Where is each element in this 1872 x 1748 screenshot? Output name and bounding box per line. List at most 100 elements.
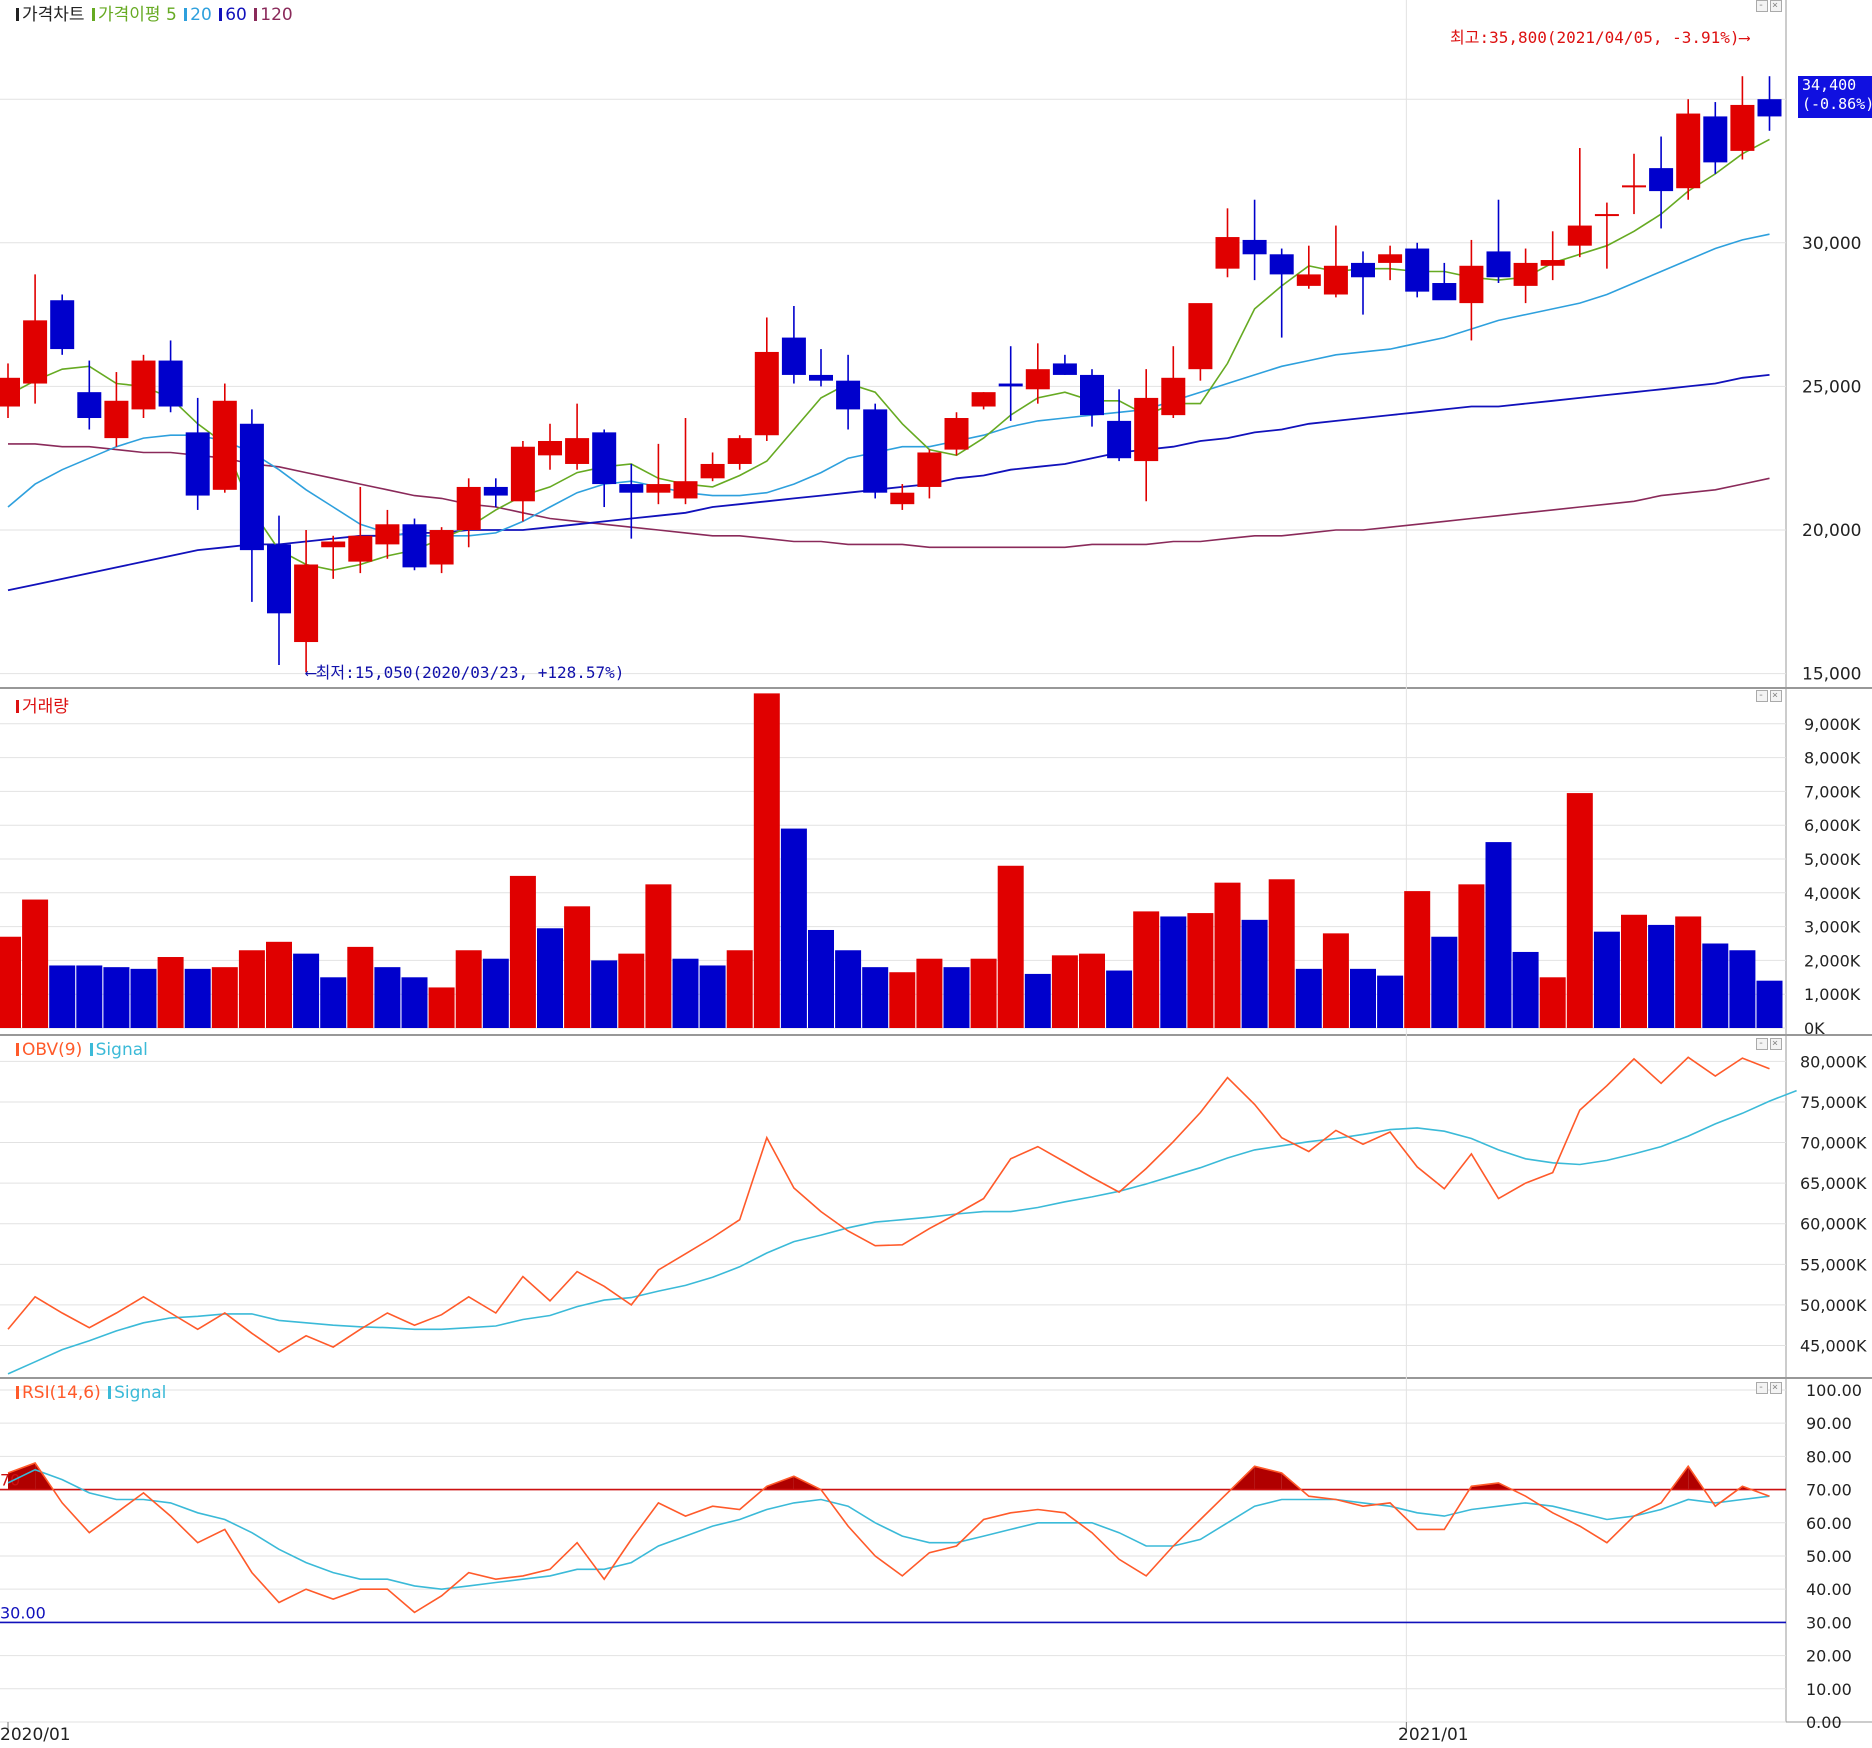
volume-panel-controls[interactable]: - × (1754, 690, 1782, 702)
ma60-line (7, 374, 1770, 592)
rsi-tick-label: 40.00 (1806, 1580, 1852, 1599)
volume-bar (1160, 916, 1187, 1028)
candle-body (917, 452, 942, 487)
volume-bar (1702, 943, 1729, 1028)
volume-bar (1756, 980, 1783, 1028)
candle-body (998, 383, 1023, 387)
legend-marker-icon (16, 700, 19, 713)
candle-body (971, 392, 996, 407)
obv-tick-label: 60,000K (1800, 1215, 1867, 1234)
candle-body (863, 409, 888, 493)
volume-bar (482, 958, 509, 1028)
volume-bar (1648, 924, 1675, 1028)
volume-bar (1729, 950, 1756, 1028)
minimize-icon[interactable]: - (1756, 690, 1768, 702)
candle-body (1080, 374, 1104, 416)
close-icon[interactable]: × (1770, 0, 1782, 12)
candle-body (1269, 254, 1294, 275)
price-legend-title: 가격차트 (22, 5, 85, 25)
candle-body (267, 544, 291, 614)
volume-bar (1106, 970, 1133, 1028)
obv-tick-label: 70,000K (1800, 1134, 1867, 1153)
candle-body (375, 524, 400, 545)
minimize-icon[interactable]: - (1756, 0, 1768, 12)
rsi-legend: RSI(14,6) Signal (14, 1383, 166, 1403)
volume-bar (1133, 911, 1160, 1028)
legend-marker-icon (219, 8, 223, 21)
high-annotation: 최고:35,800(2021/04/05, -3.91%)⟶ (1450, 28, 1750, 47)
volume-bar (1350, 968, 1376, 1028)
date-label-2021-01: 2021/01 (1398, 1725, 1469, 1745)
volume-bar (320, 977, 347, 1028)
ma5-line (7, 138, 1770, 572)
volume-tick-label: 0K (1804, 1019, 1825, 1038)
volume-bar (1214, 882, 1241, 1028)
rsi-panel-controls[interactable]: - × (1754, 1382, 1782, 1394)
candle-body (1215, 237, 1240, 269)
volume-tick-label: 3,000K (1804, 918, 1861, 937)
volume-bar (726, 950, 753, 1028)
candle-body (1107, 420, 1132, 459)
candle-body (1242, 239, 1267, 255)
close-icon[interactable]: × (1770, 690, 1782, 702)
volume-bar (753, 693, 780, 1028)
legend-marker-icon (16, 1043, 19, 1056)
candle-body (1432, 283, 1457, 301)
volume-bar (916, 958, 943, 1028)
obv-tick-label: 50,000K (1800, 1296, 1867, 1315)
obv-tick-label: 75,000K (1800, 1093, 1867, 1112)
price-tick-label: 15,000 (1802, 665, 1861, 685)
rsi-tick-label: 0.00 (1806, 1713, 1842, 1732)
volume-bar (1593, 931, 1620, 1028)
rsi-legend-label: RSI(14,6) (22, 1383, 101, 1403)
candle-body (781, 337, 806, 375)
legend-marker-icon (89, 1043, 93, 1056)
candle-body (727, 438, 752, 464)
volume-bar (1322, 933, 1349, 1028)
volume-bar (1051, 955, 1078, 1028)
volume-bar (455, 950, 482, 1028)
last-change: (-0.86%) (1802, 95, 1872, 113)
volume-bar (157, 957, 184, 1028)
volume-bar (76, 965, 103, 1028)
price-tick-label: 30,000 (1802, 234, 1861, 254)
volume-tick-label: 2,000K (1804, 951, 1861, 970)
minimize-icon[interactable]: - (1756, 1038, 1768, 1050)
candle-body (1025, 369, 1050, 390)
legend-marker-icon (254, 8, 258, 21)
volume-bar (591, 960, 618, 1028)
volume-bar (1268, 879, 1295, 1028)
candle-body (23, 320, 48, 384)
ma120-line (8, 443, 1770, 549)
volume-bar (1512, 951, 1539, 1028)
close-icon[interactable]: × (1770, 1038, 1782, 1050)
candle-body (890, 492, 915, 505)
rsi-tick-label: 100.00 (1806, 1381, 1862, 1400)
ma120-legend: 120 (260, 5, 293, 25)
volume-bar (374, 967, 401, 1028)
volume-bar (401, 977, 428, 1028)
ma-legend-label: 가격이평 (97, 5, 161, 25)
candle-body (0, 377, 20, 407)
volume-bar (1621, 914, 1647, 1028)
volume-legend-label: 거래량 (22, 697, 69, 717)
minimize-icon[interactable]: - (1756, 1382, 1768, 1394)
candle-body (1052, 363, 1077, 375)
candle-body (836, 380, 861, 410)
rsi-signal-legend-label: Signal (114, 1383, 167, 1403)
volume-legend: 거래량 (14, 692, 69, 717)
price-panel-controls[interactable]: - × (1754, 0, 1782, 12)
rsi-level-label: 30.00 (0, 1603, 46, 1622)
obv-panel-controls[interactable]: - × (1754, 1038, 1782, 1050)
volume-bar (130, 968, 157, 1028)
price-tick-label: 25,000 (1802, 377, 1861, 397)
candle-body (50, 300, 75, 350)
volume-bar (238, 950, 265, 1028)
candle-body (239, 423, 264, 551)
close-icon[interactable]: × (1770, 1382, 1782, 1394)
rsi-line (7, 1462, 1770, 1614)
volume-bar (1377, 975, 1404, 1028)
volume-bar (618, 953, 645, 1028)
